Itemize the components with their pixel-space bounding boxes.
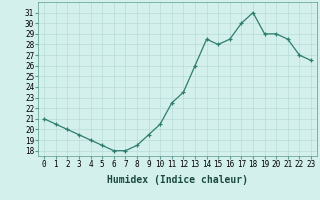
X-axis label: Humidex (Indice chaleur): Humidex (Indice chaleur) — [107, 175, 248, 185]
